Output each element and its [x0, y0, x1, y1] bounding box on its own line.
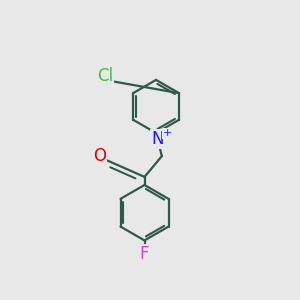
Text: O: O [93, 147, 106, 165]
Text: N: N [151, 130, 164, 148]
Text: +: + [163, 128, 172, 139]
Text: F: F [140, 245, 149, 263]
Text: Cl: Cl [97, 68, 113, 85]
